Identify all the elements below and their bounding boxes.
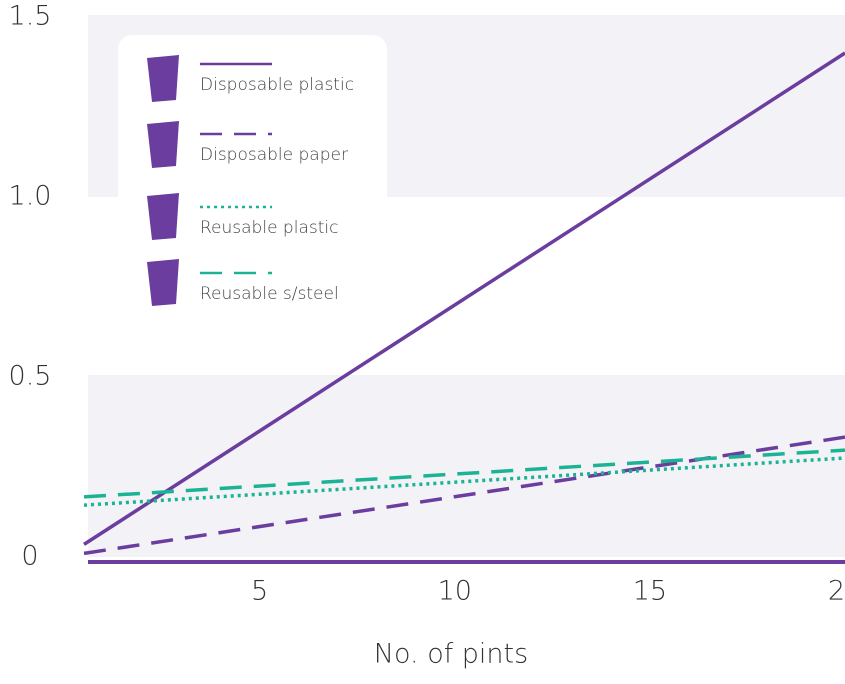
cup-icon bbox=[147, 121, 179, 168]
legend-box bbox=[118, 35, 387, 300]
y-tick-label: 1.0 bbox=[9, 181, 52, 212]
series-line bbox=[83, 448, 845, 499]
band bbox=[88, 375, 845, 557]
legend-label: Reusable s/steel bbox=[200, 284, 339, 304]
legend-label: Disposable plastic bbox=[200, 75, 354, 95]
x-axis-label: No. of pints bbox=[374, 639, 528, 670]
legend-icons bbox=[147, 55, 179, 306]
legend-label: Disposable paper bbox=[200, 145, 348, 165]
y-tick-label: 1.5 bbox=[9, 1, 52, 32]
x-tick-label: 10 bbox=[438, 576, 472, 607]
x-tick-label: 5 bbox=[251, 576, 268, 607]
series-line bbox=[83, 435, 845, 556]
x-tick-label: 20 bbox=[828, 576, 845, 607]
x-tick-label: 15 bbox=[633, 576, 667, 607]
y-tick-label: 0.5 bbox=[9, 361, 52, 392]
cup-icon bbox=[147, 55, 179, 102]
cup-icon bbox=[147, 259, 179, 306]
series-line bbox=[83, 456, 845, 507]
y-tick-label: 0 bbox=[21, 541, 38, 572]
cup-icon bbox=[147, 193, 179, 240]
legend-label: Reusable plastic bbox=[200, 218, 338, 238]
series-line bbox=[83, 51, 845, 546]
